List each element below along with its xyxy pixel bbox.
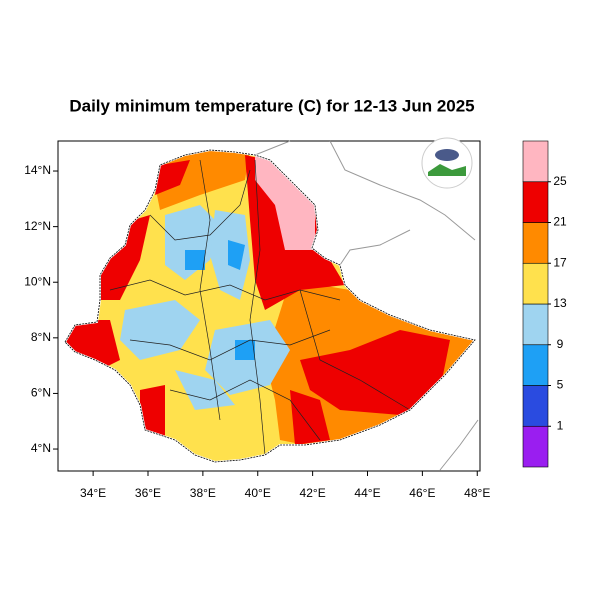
y-tick-label: 6°N xyxy=(31,386,51,400)
colorbar-label: 5 xyxy=(557,378,564,392)
colorbar-box xyxy=(522,425,549,468)
colorbar-label: 17 xyxy=(553,255,567,269)
field-zone xyxy=(120,300,200,360)
x-tick-label: 46°E xyxy=(409,486,435,500)
field-zone xyxy=(140,385,165,440)
colorbar-box xyxy=(522,344,549,386)
coastline xyxy=(329,140,476,241)
colorbar: 1 5 9 13 17 21 25 xyxy=(522,140,567,468)
colorbar-box xyxy=(522,303,549,346)
border xyxy=(254,140,291,156)
logo-circle xyxy=(421,137,473,189)
x-tick-label: 48°E xyxy=(464,486,490,500)
x-tick-label: 40°E xyxy=(245,486,271,500)
field-zone xyxy=(300,330,450,415)
logo xyxy=(421,137,473,189)
colorbar-label: 13 xyxy=(553,296,567,310)
field-zone xyxy=(185,250,205,270)
colorbar-label: 1 xyxy=(557,418,564,432)
x-tick-label: 34°E xyxy=(80,486,106,500)
x-tick-label: 44°E xyxy=(354,486,380,500)
colorbar-box xyxy=(522,262,549,305)
y-tick-label: 12°N xyxy=(24,219,51,233)
field-zone xyxy=(235,340,255,360)
y-tick-label: 8°N xyxy=(31,330,51,344)
colorbar-box xyxy=(522,140,549,183)
map-title: Daily minimum temperature (C) for 12-13 … xyxy=(69,96,474,115)
neighbor-borders xyxy=(254,140,479,471)
colorbar-box xyxy=(522,181,549,223)
admin-borders xyxy=(109,159,411,456)
y-tick-label: 4°N xyxy=(31,441,51,455)
map-frame xyxy=(57,137,481,472)
x-tick-label: 38°E xyxy=(190,486,216,500)
y-tick-label: 14°N xyxy=(24,163,51,177)
field-zone xyxy=(175,370,235,410)
field-zone xyxy=(165,205,220,280)
colorbar-label: 9 xyxy=(557,337,564,351)
border xyxy=(339,229,411,266)
country-outline xyxy=(64,149,476,463)
colorbar-label: 21 xyxy=(553,215,567,229)
logo-cloud xyxy=(435,149,459,161)
field-zone xyxy=(228,240,245,270)
colorbar-box xyxy=(522,385,549,427)
field-zone xyxy=(255,155,315,250)
colorbar-box xyxy=(522,222,549,264)
x-tick-label: 36°E xyxy=(135,486,161,500)
y-tick-label: 10°N xyxy=(24,274,51,288)
colorbar-label: 25 xyxy=(553,174,567,188)
coastline xyxy=(439,419,479,471)
field-zone xyxy=(290,390,330,445)
logo-land xyxy=(428,164,466,176)
field-zone xyxy=(155,160,190,195)
x-tick-label: 42°E xyxy=(300,486,326,500)
